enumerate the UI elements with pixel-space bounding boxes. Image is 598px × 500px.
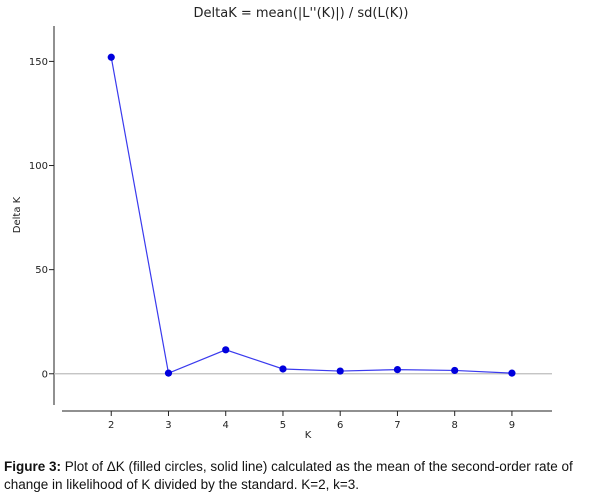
y-tick-label: 150 bbox=[29, 57, 48, 68]
y-tick-label: 0 bbox=[42, 369, 48, 380]
data-point bbox=[164, 369, 173, 377]
x-tick-label: 9 bbox=[509, 420, 515, 431]
x-tick-label: 5 bbox=[280, 420, 286, 431]
x-tick-label: 7 bbox=[394, 420, 400, 431]
data-point bbox=[107, 53, 115, 61]
x-tick-label: 8 bbox=[452, 420, 458, 431]
delta-k-series-line bbox=[110, 57, 512, 374]
y-tick-label: 50 bbox=[35, 265, 48, 276]
x-tick-label: 2 bbox=[108, 420, 114, 431]
x-axis-ticks: 2 3 4 5 6 7 8 9 bbox=[108, 411, 515, 431]
figure-caption: Figure 3: Plot of ΔK (filled circles, so… bbox=[4, 458, 594, 494]
delta-k-points bbox=[107, 53, 516, 377]
data-point bbox=[393, 365, 402, 374]
data-point bbox=[508, 369, 516, 377]
x-axis-label: K bbox=[305, 430, 312, 441]
y-axis-ticks: 0 50 100 150 bbox=[29, 57, 54, 380]
y-tick-label: 100 bbox=[29, 161, 48, 172]
data-point bbox=[336, 367, 344, 375]
caption-label: Figure 3: bbox=[4, 459, 62, 474]
x-tick-label: 6 bbox=[337, 420, 343, 431]
data-point bbox=[222, 346, 230, 354]
delta-k-chart: DeltaK = mean(|L''(K)|) / sd(L(K)) Delta… bbox=[12, 6, 552, 441]
chart-title: DeltaK = mean(|L''(K)|) / sd(L(K)) bbox=[194, 6, 409, 21]
x-tick-label: 3 bbox=[165, 420, 171, 431]
x-tick-label: 4 bbox=[223, 420, 229, 431]
data-point bbox=[279, 365, 287, 373]
y-axis-label: Delta K bbox=[12, 196, 23, 233]
caption-text: Plot of ΔK (filled circles, solid line) … bbox=[4, 459, 573, 492]
data-point bbox=[451, 366, 459, 375]
